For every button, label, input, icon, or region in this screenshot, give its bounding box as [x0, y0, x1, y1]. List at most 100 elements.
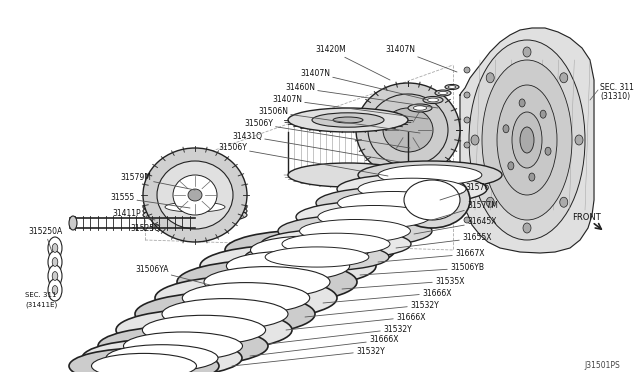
Ellipse shape	[523, 223, 531, 233]
Ellipse shape	[143, 207, 247, 223]
Ellipse shape	[106, 345, 218, 371]
Ellipse shape	[464, 117, 470, 123]
Ellipse shape	[261, 229, 411, 259]
Text: SEC. 311: SEC. 311	[600, 83, 634, 93]
Ellipse shape	[162, 299, 288, 329]
Text: 31506YA: 31506YA	[135, 266, 210, 285]
Ellipse shape	[155, 276, 337, 320]
Ellipse shape	[545, 147, 551, 155]
Ellipse shape	[69, 216, 77, 230]
Text: 31577M: 31577M	[432, 201, 498, 220]
Ellipse shape	[560, 73, 568, 83]
Ellipse shape	[312, 113, 384, 127]
Ellipse shape	[142, 315, 266, 345]
Ellipse shape	[98, 326, 268, 366]
Ellipse shape	[92, 353, 196, 372]
Text: 31666X: 31666X	[323, 289, 451, 303]
Ellipse shape	[69, 348, 219, 372]
Ellipse shape	[560, 197, 568, 207]
Ellipse shape	[394, 172, 470, 228]
Ellipse shape	[428, 98, 438, 102]
Ellipse shape	[423, 96, 443, 103]
Text: 31576: 31576	[440, 183, 489, 200]
Text: 31645X: 31645X	[414, 218, 497, 234]
Ellipse shape	[337, 192, 449, 215]
Text: J31501PS: J31501PS	[584, 360, 620, 369]
Ellipse shape	[540, 110, 546, 118]
Text: 31579M: 31579M	[120, 173, 195, 190]
Ellipse shape	[512, 112, 542, 168]
Ellipse shape	[177, 260, 357, 304]
Ellipse shape	[245, 243, 389, 271]
Text: 31506Y: 31506Y	[218, 144, 388, 176]
Text: 31532Y: 31532Y	[305, 301, 439, 317]
Text: SEC. 311: SEC. 311	[25, 292, 56, 298]
Ellipse shape	[135, 292, 315, 336]
Text: 31535X: 31535X	[342, 276, 465, 289]
Ellipse shape	[116, 309, 292, 351]
Ellipse shape	[497, 85, 557, 195]
Text: 31532Y: 31532Y	[232, 346, 385, 366]
Ellipse shape	[278, 215, 432, 247]
Ellipse shape	[383, 108, 433, 152]
Ellipse shape	[143, 199, 247, 215]
Ellipse shape	[356, 83, 460, 177]
Text: 315250A: 315250A	[28, 228, 62, 252]
Ellipse shape	[316, 187, 470, 219]
Ellipse shape	[204, 267, 330, 297]
Ellipse shape	[300, 219, 410, 243]
Ellipse shape	[250, 236, 369, 264]
Text: (31310): (31310)	[600, 93, 630, 102]
Ellipse shape	[519, 99, 525, 107]
Ellipse shape	[188, 189, 202, 201]
Ellipse shape	[200, 245, 376, 287]
Text: 31407N: 31407N	[385, 45, 457, 72]
Ellipse shape	[337, 174, 487, 204]
Text: 31407N: 31407N	[300, 68, 428, 100]
Text: 31506YB: 31506YB	[360, 263, 484, 275]
Text: 31460N: 31460N	[285, 83, 438, 108]
Ellipse shape	[464, 167, 470, 173]
Ellipse shape	[520, 127, 534, 153]
Ellipse shape	[48, 265, 62, 287]
Text: 31666X: 31666X	[250, 336, 399, 356]
Ellipse shape	[282, 233, 390, 255]
Ellipse shape	[508, 162, 514, 170]
Text: 31506Y: 31506Y	[244, 119, 410, 148]
Ellipse shape	[225, 230, 395, 270]
Ellipse shape	[265, 247, 369, 267]
Ellipse shape	[378, 165, 482, 185]
Ellipse shape	[438, 92, 447, 94]
Text: 31420M: 31420M	[315, 45, 390, 80]
Ellipse shape	[143, 203, 247, 219]
Ellipse shape	[464, 217, 470, 223]
Ellipse shape	[486, 197, 494, 207]
Ellipse shape	[464, 142, 470, 148]
Ellipse shape	[445, 84, 459, 90]
Ellipse shape	[358, 161, 502, 189]
Ellipse shape	[529, 173, 535, 181]
Ellipse shape	[575, 135, 583, 145]
Ellipse shape	[182, 283, 310, 313]
Ellipse shape	[435, 90, 451, 96]
Ellipse shape	[408, 104, 432, 112]
Ellipse shape	[48, 237, 62, 259]
Ellipse shape	[52, 257, 58, 266]
Ellipse shape	[165, 202, 225, 212]
Text: FRONT: FRONT	[572, 214, 601, 222]
Ellipse shape	[82, 339, 242, 372]
Ellipse shape	[486, 73, 494, 83]
Text: 31506N: 31506N	[258, 108, 420, 133]
Text: 31655X: 31655X	[396, 234, 492, 248]
Ellipse shape	[464, 92, 470, 98]
Polygon shape	[460, 28, 594, 253]
Text: 31431Q: 31431Q	[232, 131, 400, 162]
Ellipse shape	[333, 117, 363, 123]
Ellipse shape	[464, 192, 470, 198]
Ellipse shape	[52, 286, 58, 294]
Ellipse shape	[52, 244, 58, 252]
Ellipse shape	[296, 201, 452, 233]
Ellipse shape	[464, 67, 470, 73]
Text: 31407N: 31407N	[272, 96, 428, 119]
Ellipse shape	[318, 205, 430, 228]
